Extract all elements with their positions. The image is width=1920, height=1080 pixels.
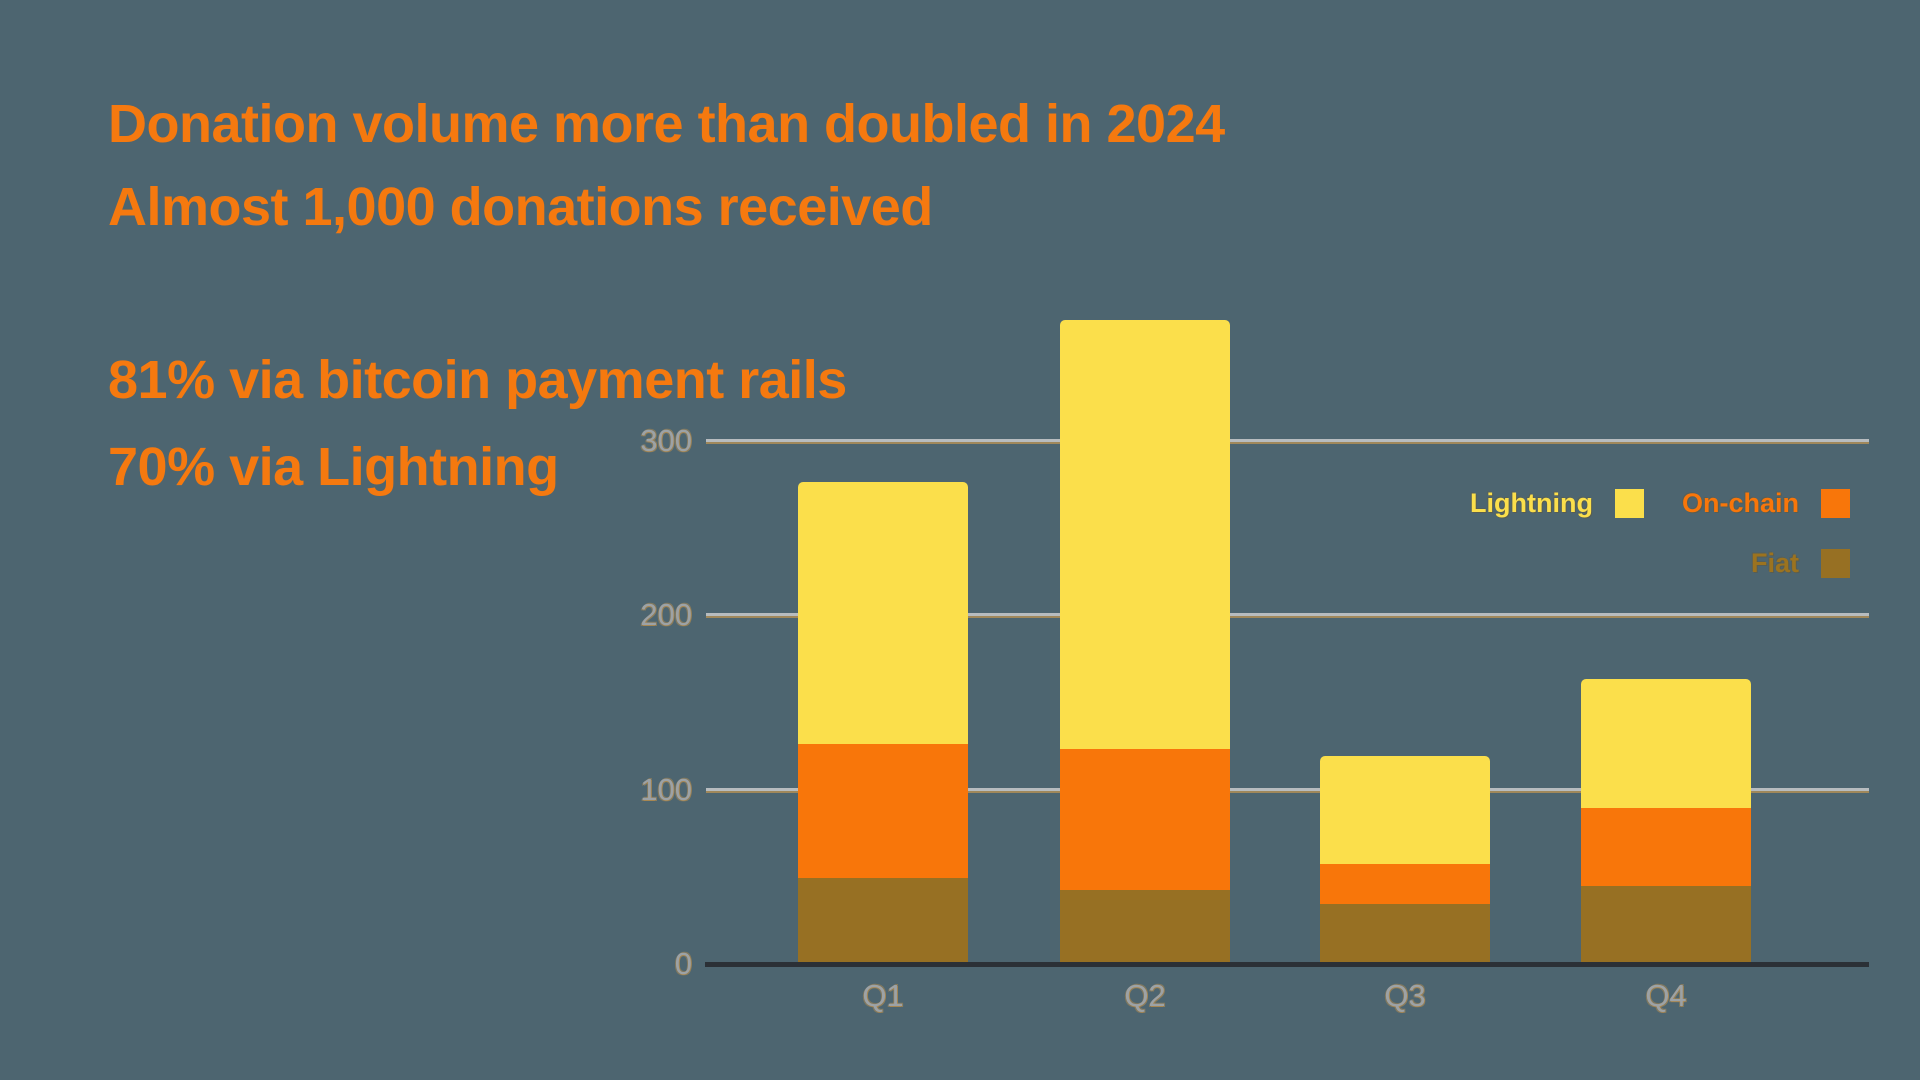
legend-label-lightning: Lightning — [1470, 487, 1593, 518]
gridline-200 — [706, 613, 1869, 616]
stat-line-2: 70% via Lightning — [108, 437, 559, 497]
bar-group-q2 — [1060, 320, 1230, 963]
legend-row-2: Fiat — [1751, 548, 1850, 578]
bar-segment-on-chain-q2 — [1060, 749, 1230, 890]
stat-line-1: 81% via bitcoin payment rails — [108, 350, 847, 410]
gridline-300 — [706, 439, 1869, 442]
y-tick-label-200: 200 — [640, 597, 692, 632]
bar-segment-on-chain-q3 — [1320, 864, 1490, 904]
bar-segment-lightning-q3 — [1320, 756, 1490, 864]
bar-segment-fiat-q1 — [798, 878, 968, 963]
x-tick-label-q3: Q3 — [1384, 978, 1426, 1013]
x-tick-label-q1: Q1 — [862, 978, 904, 1013]
bar-segment-fiat-q4 — [1581, 886, 1751, 963]
title-line-2: Almost 1,000 donations received — [108, 177, 933, 237]
bar-segment-lightning-q2 — [1060, 320, 1230, 749]
legend-row-1: Lightning On-chain — [1470, 488, 1850, 518]
title-line-1: Donation volume more than doubled in 202… — [108, 94, 1225, 154]
bar-segment-on-chain-q4 — [1581, 808, 1751, 886]
y-tick-label-0: 0 — [674, 946, 692, 981]
y-tick-label-100: 100 — [640, 772, 692, 807]
chart-legend: Lightning On-chain Fiat — [1450, 488, 1850, 578]
bar-segment-fiat-q2 — [1060, 890, 1230, 963]
x-tick-label-q2: Q2 — [1124, 978, 1166, 1013]
gridline-100 — [706, 788, 1869, 791]
bar-segment-fiat-q3 — [1320, 904, 1490, 963]
y-tick-label-300: 300 — [640, 423, 692, 458]
bar-segment-lightning-q1 — [798, 482, 968, 744]
legend-label-fiat: Fiat — [1750, 547, 1799, 578]
legend-swatch-fiat — [1821, 548, 1850, 578]
bar-group-q4 — [1581, 679, 1751, 963]
bar-group-q1 — [798, 482, 968, 963]
x-tick-label-q4: Q4 — [1645, 978, 1687, 1013]
legend-swatch-lightning — [1614, 488, 1644, 518]
bar-segment-on-chain-q1 — [798, 744, 968, 878]
x-axis-line — [705, 962, 1869, 967]
legend-label-on-chain: On-chain — [1681, 487, 1799, 518]
bar-segment-lightning-q4 — [1581, 679, 1751, 808]
bar-group-q3 — [1320, 756, 1490, 963]
legend-swatch-on-chain — [1821, 488, 1850, 518]
